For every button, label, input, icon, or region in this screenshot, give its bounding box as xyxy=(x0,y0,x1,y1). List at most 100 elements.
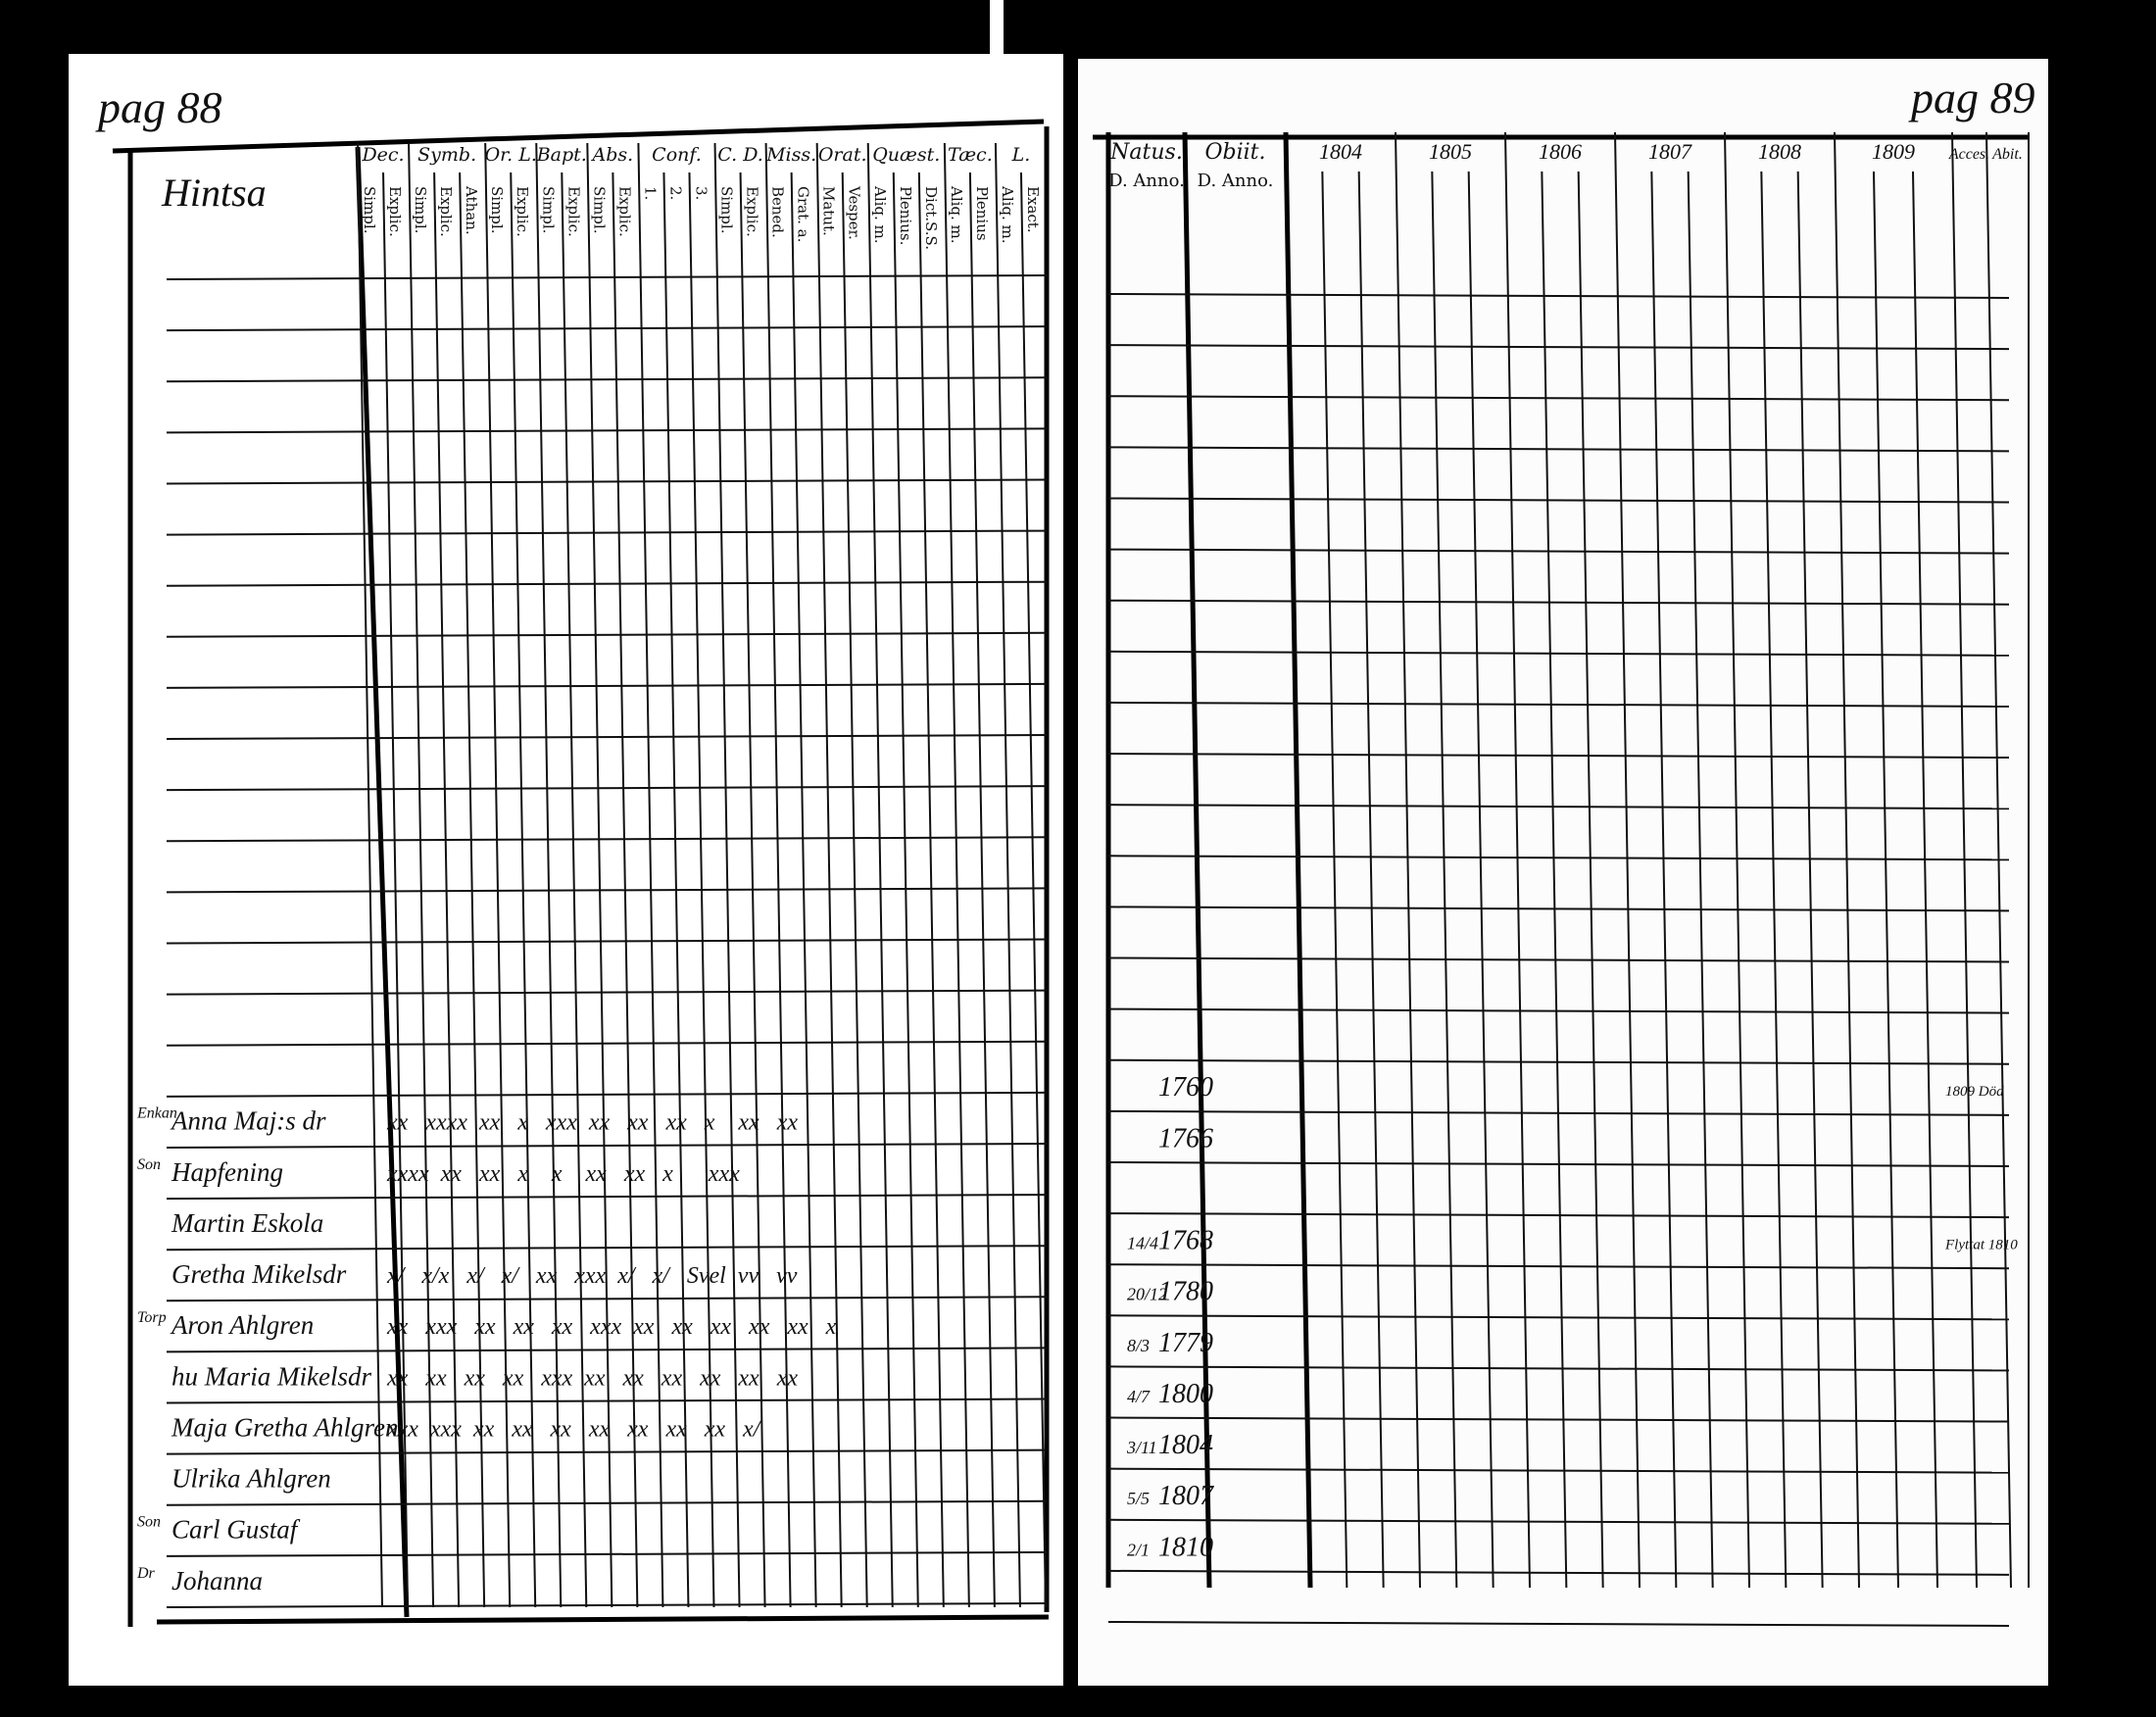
column-header: Bapt. xyxy=(536,144,587,166)
rule xyxy=(166,785,1048,792)
rule xyxy=(637,142,664,1608)
rule xyxy=(1283,131,1313,1589)
rule xyxy=(1107,1365,2010,1372)
rule xyxy=(1107,395,2010,402)
rule xyxy=(994,142,1021,1608)
rule xyxy=(166,682,1048,689)
rule xyxy=(166,427,1048,434)
column-subheader: Simpl. xyxy=(718,186,736,233)
birth-year: 1760 xyxy=(1158,1072,1213,1103)
column-subheader: Plenius xyxy=(973,186,991,241)
column-subheader: Explic. xyxy=(386,186,404,237)
rule xyxy=(1107,855,2010,861)
rule xyxy=(166,1602,1048,1608)
rule xyxy=(112,119,1045,154)
rule xyxy=(1107,1314,2010,1321)
column-subheader: Explic. xyxy=(615,186,633,237)
rule xyxy=(612,172,639,1608)
column-header: 1807 xyxy=(1648,139,1692,164)
column-subheader: 2. xyxy=(666,186,684,200)
column-subheader: 1. xyxy=(641,186,659,200)
rule xyxy=(166,1040,1048,1047)
rule xyxy=(1467,171,1494,1589)
column-subheader: Matut. xyxy=(820,186,838,236)
rule xyxy=(1107,1621,2010,1627)
rule xyxy=(166,1550,1048,1557)
column-subheader: Explic. xyxy=(744,186,761,237)
birth-year: 1766 xyxy=(1158,1123,1213,1153)
rule xyxy=(357,142,383,1608)
column-subheader: Simpl. xyxy=(361,186,378,233)
rule xyxy=(713,142,741,1608)
left-page xyxy=(69,54,1063,1686)
catechism-marks: xx xxx xx xx xx xxx xx xx xx xx xx x xyxy=(386,1314,837,1340)
rule xyxy=(739,172,766,1608)
rule xyxy=(535,142,563,1608)
column-subheader: Exact. xyxy=(1024,186,1042,233)
birth-day: 5/5 xyxy=(1127,1489,1150,1508)
rule xyxy=(1107,1569,2010,1576)
rule xyxy=(166,478,1048,485)
rule xyxy=(586,142,613,1608)
rule xyxy=(166,1091,1048,1098)
column-subheader: Plenius. xyxy=(897,186,914,245)
birth-day: 4/7 xyxy=(1127,1387,1151,1406)
rule xyxy=(1107,1518,2010,1525)
rule xyxy=(841,172,868,1608)
rule xyxy=(166,1448,1048,1455)
column-subheader: Simpl. xyxy=(412,186,429,233)
catechism-marks: xx xxxx xx x xxx xx xx xx x xx xx xyxy=(386,1110,798,1136)
person-name: Martin Eskola xyxy=(171,1208,323,1238)
rule xyxy=(1107,804,2010,810)
rule xyxy=(166,1142,1048,1149)
rule xyxy=(166,836,1048,843)
column-header: Orat. xyxy=(818,144,867,166)
birth-year: 1800 xyxy=(1158,1379,1213,1409)
column-subheader: Vesper. xyxy=(846,185,863,240)
rule xyxy=(1107,1058,2010,1065)
column-header: Abit. xyxy=(1991,146,2023,163)
catechism-marks: xx xx xx xx xxx xx xx xx xx xx xx xyxy=(386,1365,798,1391)
birth-year: 1768 xyxy=(1158,1226,1213,1256)
rule xyxy=(1395,131,1421,1589)
rule xyxy=(156,1614,1050,1625)
rule xyxy=(1107,1007,2010,1014)
rule xyxy=(1107,548,2010,555)
row-prefix: Son xyxy=(137,1514,161,1531)
column-subheader: Simpl. xyxy=(590,186,608,233)
rule xyxy=(1541,171,1568,1589)
rule xyxy=(459,172,486,1608)
birth-year: 1807 xyxy=(1158,1481,1214,1511)
birth-day: 8/3 xyxy=(1127,1336,1150,1355)
rule xyxy=(1107,293,2010,299)
rule xyxy=(662,172,690,1608)
column-subheader: D. Anno. xyxy=(1198,171,1274,191)
rule xyxy=(968,172,996,1608)
rule xyxy=(1912,171,1938,1589)
column-header: Acces. xyxy=(1948,146,1989,163)
rule xyxy=(943,142,970,1608)
rule xyxy=(166,1194,1048,1201)
column-header: Tæc. xyxy=(948,144,993,166)
person-name: Ulrika Ahlgren xyxy=(172,1464,331,1494)
village: Hintsa xyxy=(161,171,267,215)
rule xyxy=(1107,344,2010,351)
rule xyxy=(892,172,919,1608)
rule xyxy=(166,989,1048,996)
column-subheader: Bened. xyxy=(769,186,787,238)
rule xyxy=(1577,171,1604,1589)
rule xyxy=(166,734,1048,741)
rule xyxy=(1504,131,1531,1589)
column-header: 1809 xyxy=(1872,139,1915,164)
rule xyxy=(1182,131,1212,1589)
birth-day: 2/1 xyxy=(1127,1540,1150,1559)
row-prefix: Enkan xyxy=(136,1105,177,1122)
rule xyxy=(1357,171,1385,1589)
rule xyxy=(433,172,461,1608)
column-subheader: D. Anno. xyxy=(1108,171,1185,191)
rule xyxy=(1614,131,1641,1589)
rule xyxy=(1107,753,2010,760)
column-header: Natus. xyxy=(1109,140,1183,165)
